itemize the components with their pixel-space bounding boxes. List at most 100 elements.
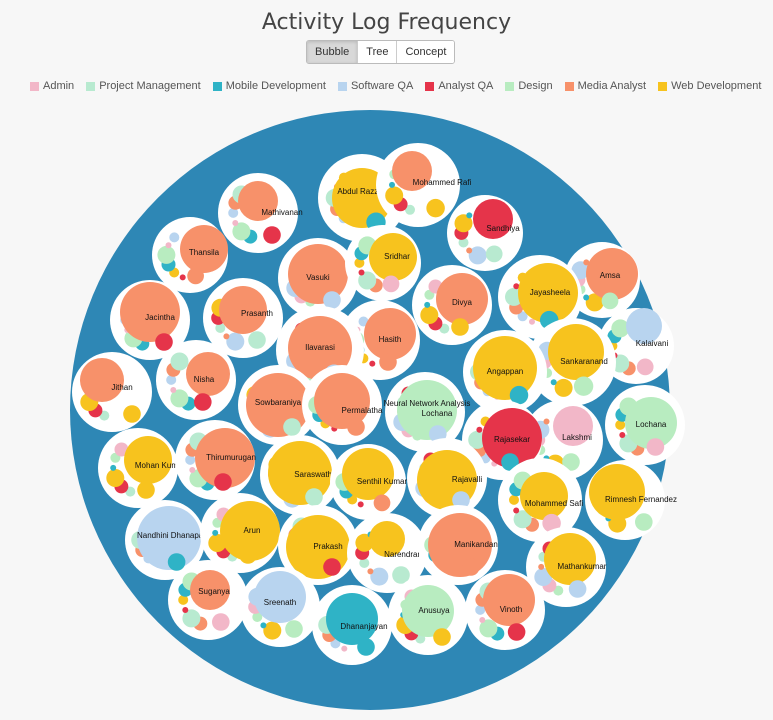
member-label: Lakshmi (562, 433, 592, 442)
member-bubble[interactable]: Dhananjayan (312, 585, 392, 665)
activity-bubble (373, 494, 391, 512)
activity-bubble (601, 292, 619, 310)
member-bubble[interactable]: Saraswathi (260, 435, 340, 515)
activity-bubble (169, 232, 180, 243)
member-label: Nandhini Dhanapal (137, 531, 205, 540)
member-bubble[interactable]: Vinoth (465, 570, 545, 650)
activity-bubble (513, 283, 520, 290)
member-label: Kalaivani (636, 339, 669, 348)
legend-item[interactable]: Media Analyst (564, 80, 646, 92)
main-activity-bubble (473, 336, 537, 400)
legend-item[interactable]: Design (505, 80, 553, 92)
member-label: Sridhar (384, 252, 410, 261)
member-bubble[interactable]: Thirumurugan (175, 420, 256, 500)
main-activity-bubble (288, 244, 348, 304)
main-activity-bubble (342, 448, 394, 500)
member-bubble[interactable]: Jithan (72, 352, 152, 432)
member-bubble[interactable]: Nandhini Dhanapal (125, 500, 205, 580)
bubble-view-button[interactable]: Bubble (307, 41, 359, 63)
member-label: Rajavalli (452, 475, 482, 484)
activity-bubble (228, 207, 239, 218)
member-label: Suganya (198, 587, 230, 596)
activity-bubble (466, 247, 473, 254)
legend-item[interactable]: Admin (30, 80, 74, 92)
main-activity-bubble (314, 373, 370, 429)
member-label: Divya (452, 298, 473, 307)
member-bubble[interactable]: Vasuki (278, 238, 358, 318)
member-bubble[interactable]: Angappan (463, 330, 547, 414)
activity-bubble (619, 432, 626, 438)
main-activity-bubble (186, 352, 230, 396)
activity-bubble (252, 612, 263, 622)
member-bubble[interactable]: Amsa (564, 242, 640, 318)
legend-item[interactable]: Web Development (658, 80, 761, 92)
member-bubble[interactable]: Mathivanan (218, 173, 303, 253)
activity-bubble (611, 319, 630, 338)
member-bubble[interactable]: Sridhar (345, 225, 421, 301)
member-label: Hasith (379, 335, 402, 344)
legend-item[interactable]: Mobile Development (212, 80, 326, 92)
member-bubble[interactable]: Sowbaraniya (238, 365, 318, 445)
member-bubble[interactable]: Arun (200, 493, 280, 573)
main-activity-bubble (589, 464, 645, 520)
member-bubble[interactable]: Jacintha (110, 280, 190, 360)
activity-bubble (359, 558, 370, 568)
member-bubble[interactable]: Anusuya (388, 575, 468, 655)
main-activity-bubble (195, 428, 255, 488)
concept-view-button[interactable]: Concept (397, 41, 455, 63)
member-bubble[interactable]: Lochana (605, 385, 685, 465)
activity-bubble (462, 558, 480, 576)
member-bubble[interactable]: Prasanth (203, 278, 283, 358)
activity-bubble (513, 507, 520, 514)
main-activity-bubble (254, 571, 306, 623)
member-bubble[interactable]: Narendran (347, 513, 427, 593)
member-label: Prakash (313, 542, 342, 551)
member-bubble[interactable]: Nisha (156, 340, 236, 420)
member-bubble[interactable]: Sreenath (240, 567, 320, 647)
member-bubble[interactable]: Mohan Kumar (98, 428, 185, 508)
member-bubble[interactable]: Manikandan (418, 505, 498, 585)
activity-bubble (167, 553, 186, 571)
member-bubble[interactable]: Senthil Kumar (330, 444, 407, 520)
activity-bubble (475, 604, 486, 615)
legend-item[interactable]: Project Management (86, 80, 201, 92)
member-bubble[interactable]: Mohammed Safi (498, 458, 583, 542)
main-activity-bubble (124, 436, 172, 484)
member-label: Mohan Kumar (135, 461, 186, 470)
member-bubble[interactable]: Thansila (152, 217, 228, 293)
member-bubble[interactable]: Rimnesh Fernandez (585, 460, 677, 540)
activity-bubble (392, 566, 410, 584)
activity-bubble (155, 333, 173, 351)
legend-item[interactable]: Analyst QA (425, 80, 493, 92)
member-bubble[interactable]: Mathankumar (526, 527, 607, 607)
main-activity-bubble (553, 406, 593, 446)
legend-item[interactable]: Software QA (337, 80, 413, 92)
activity-bubble (358, 269, 365, 276)
member-bubble[interactable]: Sandhiya (447, 195, 523, 271)
member-bubble[interactable]: Kalaivani (598, 308, 674, 384)
member-label: Vinoth (500, 605, 523, 614)
member-bubble[interactable]: Neural Network Analysis (384, 372, 471, 452)
member-bubble[interactable]: Jayasheela (498, 255, 582, 339)
activity-bubble (170, 387, 177, 393)
activity-bubble (382, 275, 400, 293)
activity-bubble (568, 580, 587, 598)
member-bubble[interactable]: Divya (412, 265, 492, 345)
member-label: Manikandan (454, 540, 498, 549)
main-activity-bubble (364, 308, 416, 360)
tree-view-button[interactable]: Tree (358, 41, 398, 63)
member-bubble[interactable]: Mohammed Rafi (376, 143, 472, 227)
member-bubble[interactable]: Prakash (278, 505, 358, 585)
member-bubble[interactable]: Rajavalli (407, 438, 487, 518)
legend-label: Project Management (99, 80, 201, 92)
activity-bubble (479, 619, 498, 638)
member-label: Permalatha (342, 406, 383, 415)
activity-bubble (562, 453, 580, 471)
member-label: Ilavarasi (305, 343, 335, 352)
legend-swatch (425, 81, 435, 91)
member-label: Lochana (422, 409, 453, 418)
member-bubble[interactable]: Permalatha (302, 365, 383, 445)
activity-bubble (358, 271, 377, 290)
member-bubble[interactable]: Suganya (168, 560, 248, 640)
activity-bubble (538, 563, 545, 570)
